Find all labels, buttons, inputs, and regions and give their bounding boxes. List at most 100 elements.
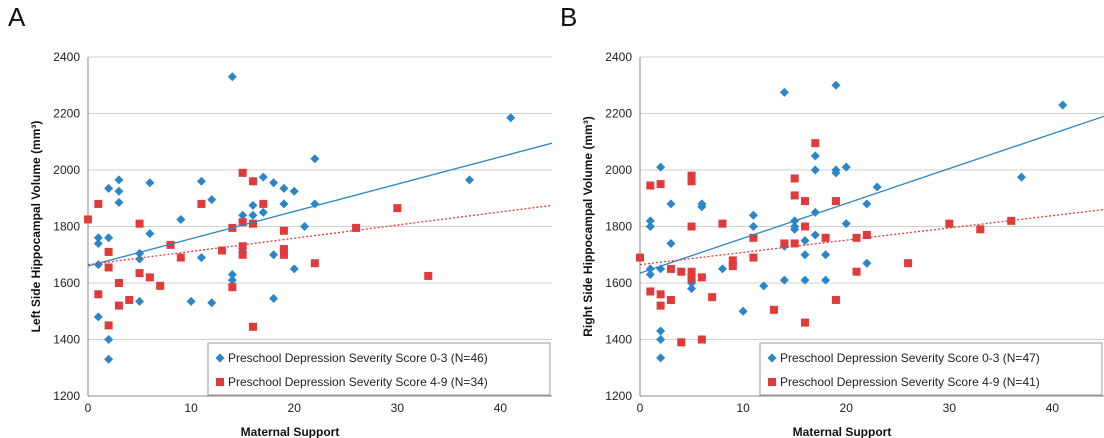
panel-letter-a: A bbox=[8, 2, 26, 32]
data-point-diamond bbox=[810, 230, 820, 240]
data-point-diamond bbox=[645, 222, 655, 231]
y-tick-label: 2000 bbox=[605, 163, 632, 177]
data-point-square bbox=[718, 219, 727, 228]
data-point-diamond bbox=[748, 210, 758, 220]
chart-a-svg: 1200 1400 1600 1800 2000 2200 2400 0 10 20 30 40 Mat… bbox=[29, 50, 552, 438]
y-tick-label: 2000 bbox=[53, 163, 80, 177]
data-point-diamond bbox=[841, 219, 851, 229]
data-point-diamond bbox=[104, 335, 114, 344]
data-point-square bbox=[666, 295, 675, 304]
legend-box bbox=[759, 342, 1103, 396]
data-point-square bbox=[238, 242, 247, 251]
data-point-square bbox=[862, 230, 871, 239]
legend-label: Preschool Depression Severity Score 4-9 … bbox=[780, 375, 1040, 389]
legend-marker-square bbox=[768, 378, 776, 386]
data-point-diamond bbox=[269, 250, 279, 260]
legend-label: Preschool Depression Severity Score 4-9 … bbox=[228, 375, 488, 389]
data-point-square bbox=[749, 253, 758, 262]
x-tick-label: 20 bbox=[288, 401, 302, 415]
data-point-square bbox=[104, 321, 113, 330]
data-point-square bbox=[104, 247, 113, 256]
data-point-diamond bbox=[227, 72, 237, 82]
data-point-square bbox=[145, 273, 154, 282]
data-point-square bbox=[800, 197, 809, 206]
data-point-diamond bbox=[258, 172, 268, 182]
data-point-diamond bbox=[831, 168, 841, 178]
data-point-square bbox=[697, 273, 706, 282]
data-point-square bbox=[790, 174, 799, 183]
data-point-square bbox=[238, 168, 247, 177]
x-tick-label: 10 bbox=[736, 401, 750, 415]
data-point-square bbox=[976, 225, 985, 234]
data-point-diamond bbox=[93, 233, 103, 243]
data-point-square bbox=[104, 263, 113, 272]
data-point-diamond bbox=[821, 275, 831, 285]
data-point-square bbox=[114, 279, 123, 287]
data-point-diamond bbox=[279, 199, 289, 209]
data-point-diamond bbox=[114, 197, 124, 207]
y-tick-label: 1600 bbox=[53, 276, 80, 290]
data-point-diamond bbox=[697, 202, 707, 212]
data-point-diamond bbox=[656, 162, 666, 172]
data-point-diamond bbox=[145, 229, 155, 239]
data-point-diamond bbox=[810, 165, 820, 175]
data-point-diamond bbox=[862, 258, 872, 268]
data-point-diamond bbox=[465, 175, 475, 185]
legend-label: Preschool Depression Severity Score 0-3 … bbox=[228, 351, 488, 365]
panel-b: B 1200 1400 1600 1800 2000 2200 2400 0 10 20 30 40 M… bbox=[552, 0, 1104, 438]
y-axis-title: Left Side Hippocampal Volume (mm³) bbox=[29, 121, 43, 333]
data-point-diamond bbox=[135, 248, 145, 258]
data-point-square bbox=[831, 197, 840, 206]
y-tick-label: 1800 bbox=[53, 220, 80, 234]
data-point-diamond bbox=[227, 275, 237, 285]
data-point-diamond bbox=[645, 264, 655, 274]
legend-marker-square bbox=[216, 378, 224, 386]
x-tick-label: 40 bbox=[494, 401, 508, 415]
data-point-square bbox=[800, 318, 809, 327]
data-point-diamond bbox=[104, 233, 114, 243]
data-point-diamond bbox=[207, 195, 217, 205]
data-point-diamond bbox=[506, 113, 516, 123]
data-point-square bbox=[728, 256, 737, 265]
data-point-diamond bbox=[104, 183, 114, 193]
x-tick-label: 10 bbox=[184, 401, 198, 415]
data-point-square bbox=[84, 215, 92, 224]
series-1-points bbox=[645, 80, 1068, 363]
x-axis-title: Maternal Support bbox=[241, 425, 340, 438]
data-point-square bbox=[687, 222, 696, 231]
data-point-square bbox=[156, 281, 165, 290]
data-point-square bbox=[945, 219, 954, 228]
data-point-diamond bbox=[135, 254, 145, 264]
chart-b-svg: 1200 1400 1600 1800 2000 2200 2400 0 10 20 30 40 Mat… bbox=[581, 50, 1104, 438]
data-point-diamond bbox=[800, 250, 810, 260]
x-axis-title: Maternal Support bbox=[793, 425, 892, 438]
data-point-diamond bbox=[186, 296, 196, 306]
data-point-diamond bbox=[300, 222, 310, 231]
data-point-diamond bbox=[656, 326, 666, 336]
data-point-diamond bbox=[196, 176, 206, 186]
data-point-diamond bbox=[248, 200, 258, 210]
data-point-diamond bbox=[135, 296, 145, 306]
data-point-diamond bbox=[656, 335, 666, 344]
data-point-square bbox=[904, 259, 913, 268]
data-point-square bbox=[279, 245, 288, 254]
data-point-diamond bbox=[114, 186, 124, 196]
data-point-diamond bbox=[114, 175, 124, 185]
data-point-square bbox=[424, 271, 433, 280]
data-point-diamond bbox=[1058, 100, 1068, 110]
trendline-series-2 bbox=[87, 204, 552, 266]
legend: Preschool Depression Severity Score 0-3 … bbox=[759, 342, 1103, 396]
data-point-square bbox=[248, 219, 257, 228]
data-point-square bbox=[811, 139, 820, 148]
data-point-diamond bbox=[779, 275, 789, 285]
data-point-diamond bbox=[207, 298, 217, 308]
data-point-diamond bbox=[248, 210, 258, 220]
data-point-square bbox=[238, 250, 247, 259]
data-point-diamond bbox=[748, 222, 758, 231]
data-point-diamond bbox=[645, 216, 655, 226]
data-point-square bbox=[677, 267, 686, 276]
data-point-diamond bbox=[656, 264, 666, 274]
series-2-points bbox=[84, 168, 433, 331]
data-point-diamond bbox=[269, 178, 279, 188]
data-point-diamond bbox=[666, 238, 676, 248]
